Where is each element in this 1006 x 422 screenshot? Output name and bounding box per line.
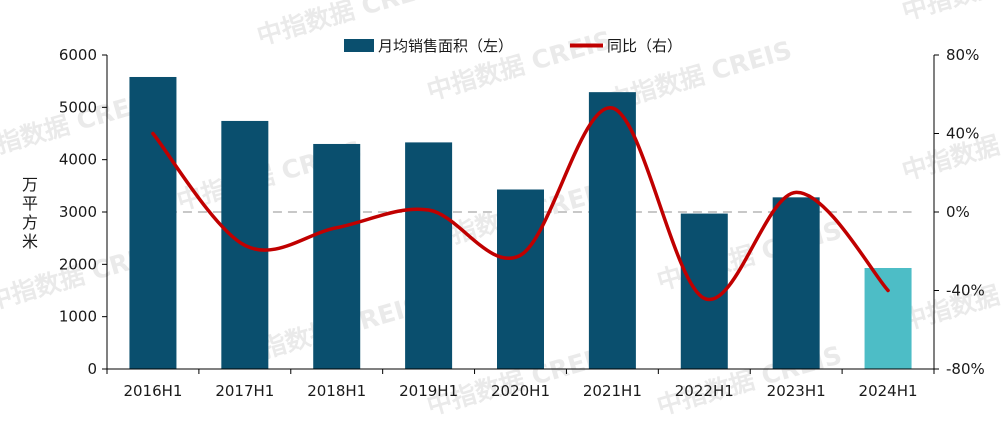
y-axis-label-char: 平	[22, 194, 38, 213]
bar-series	[129, 76, 912, 369]
x-tick-label: 2016H1	[123, 382, 182, 400]
y-tick-label: 6000	[59, 46, 97, 64]
bar	[497, 189, 544, 369]
legend-bar-swatch	[344, 39, 374, 52]
x-tick-label: 2022H1	[675, 382, 734, 400]
x-tick-label: 2024H1	[859, 382, 918, 400]
y-axis-label-char: 方	[22, 213, 38, 232]
x-tick-label: 2023H1	[767, 382, 826, 400]
y2-tick-label: 80%	[946, 46, 979, 64]
yoy-line	[151, 106, 890, 302]
bar	[313, 143, 361, 369]
watermark-text: 中指数据 CREIS	[899, 0, 1006, 26]
legend-line-label: 同比（右）	[607, 37, 682, 55]
y-tick-label: 3000	[59, 203, 97, 221]
y2-tick-label: -80%	[946, 360, 985, 378]
line-series	[151, 106, 890, 302]
y-axis-label-char: 万	[22, 175, 38, 194]
y2-tick-label: 0%	[946, 203, 970, 221]
x-axis-ticks: 2016H1 2017H1 2018H1 2019H1 2020H1 2021H1 2022…	[106, 369, 935, 400]
legend-bar-label: 月均销售面积（左）	[378, 37, 513, 55]
y2-tick-label: 40%	[946, 125, 979, 143]
y-axis-ticks: 0 1000 2000 3000 4000 5000 6000	[59, 46, 107, 378]
bar	[772, 197, 820, 369]
x-tick-label: 2020H1	[491, 382, 550, 400]
bar	[588, 92, 636, 369]
y-axis-label-char: 米	[22, 232, 38, 251]
bar	[129, 76, 177, 369]
bar	[405, 142, 453, 369]
x-tick-label: 2021H1	[583, 382, 642, 400]
y-tick-label: 1000	[59, 308, 97, 326]
y2-axis-ticks: -80% -40% 0% 40% 80%	[934, 46, 985, 378]
y-tick-label: 5000	[59, 98, 97, 116]
y-tick-label: 4000	[59, 151, 97, 169]
x-tick-label: 2018H1	[307, 382, 366, 400]
bar	[680, 213, 728, 369]
y-tick-label: 2000	[59, 255, 97, 273]
x-tick-label: 2019H1	[399, 382, 458, 400]
y-tick-label: 0	[87, 360, 97, 378]
y2-tick-label: -40%	[946, 282, 985, 300]
x-tick-label: 2017H1	[215, 382, 274, 400]
legend: 月均销售面积（左） 同比（右）	[344, 37, 682, 55]
watermark-text: 中指数据 CREIS	[899, 105, 1006, 185]
bar	[864, 267, 912, 369]
